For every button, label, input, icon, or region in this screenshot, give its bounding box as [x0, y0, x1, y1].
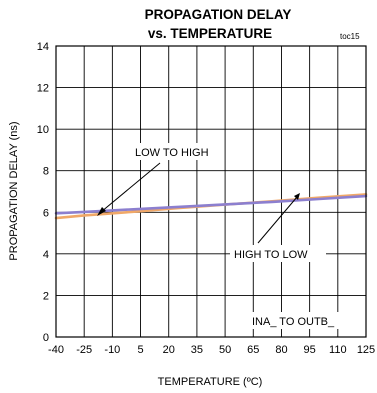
x-tick-label: -40 [48, 344, 64, 356]
x-tick-label: 95 [304, 344, 316, 356]
x-tick-label: 80 [275, 344, 287, 356]
figure-tag: toc15 [340, 32, 360, 41]
x-tick-label: 35 [191, 344, 203, 356]
x-tick-label: 50 [219, 344, 231, 356]
chart-title-line2: vs. TEMPERATURE [148, 26, 272, 41]
annotation-high-to-low: HIGH TO LOW [234, 249, 308, 261]
x-tick-label: 110 [329, 344, 347, 356]
annotation-high-to-low-arrowhead [294, 193, 300, 200]
y-tick-label: 10 [37, 124, 49, 136]
y-tick-label: 6 [43, 207, 49, 219]
series-line-high-to-low [54, 194, 368, 215]
annotation-condition-bg [248, 312, 352, 329]
x-tick-label: -10 [104, 344, 120, 356]
annotation-condition: INA_ TO OUTB_ [252, 316, 335, 328]
x-tick-label: 20 [163, 344, 175, 356]
annotation-low-to-high-bg [130, 143, 222, 160]
x-tick-label: 5 [137, 344, 143, 356]
chart-title-line1: PROPAGATION DELAY [145, 7, 292, 22]
x-tick-label: -25 [76, 344, 92, 356]
y-tick-label: 4 [43, 249, 49, 261]
x-tick-label: 125 [357, 344, 375, 356]
annotation-low-to-high: LOW TO HIGH [135, 147, 209, 159]
y-tick-label: 2 [43, 290, 49, 302]
y-axis-label: PROPAGATION DELAY (ns) [8, 121, 20, 260]
plot-frame [55, 45, 367, 338]
y-tick-label: 8 [43, 166, 49, 178]
annotation-high-to-low-bg [230, 245, 326, 262]
x-tick-label: 65 [247, 344, 259, 356]
annotation-low-to-high-arrowhead [97, 207, 106, 216]
x-axis-label: TEMPERATURE (ºC) [158, 376, 263, 388]
y-tick-label: 0 [43, 332, 49, 344]
grid-layer [55, 45, 367, 338]
annotation-low-to-high-arrow [100, 162, 161, 213]
y-tick-label: 12 [37, 83, 49, 95]
series-layer [54, 193, 368, 220]
tick-labels: -40 -25 -10 5 20 35 50 65 80 95 110 125 0 2 4 6 8 10 12 14 [37, 41, 375, 356]
annotation-high-to-low-arrow [257, 196, 298, 244]
y-tick-label: 14 [37, 41, 49, 53]
